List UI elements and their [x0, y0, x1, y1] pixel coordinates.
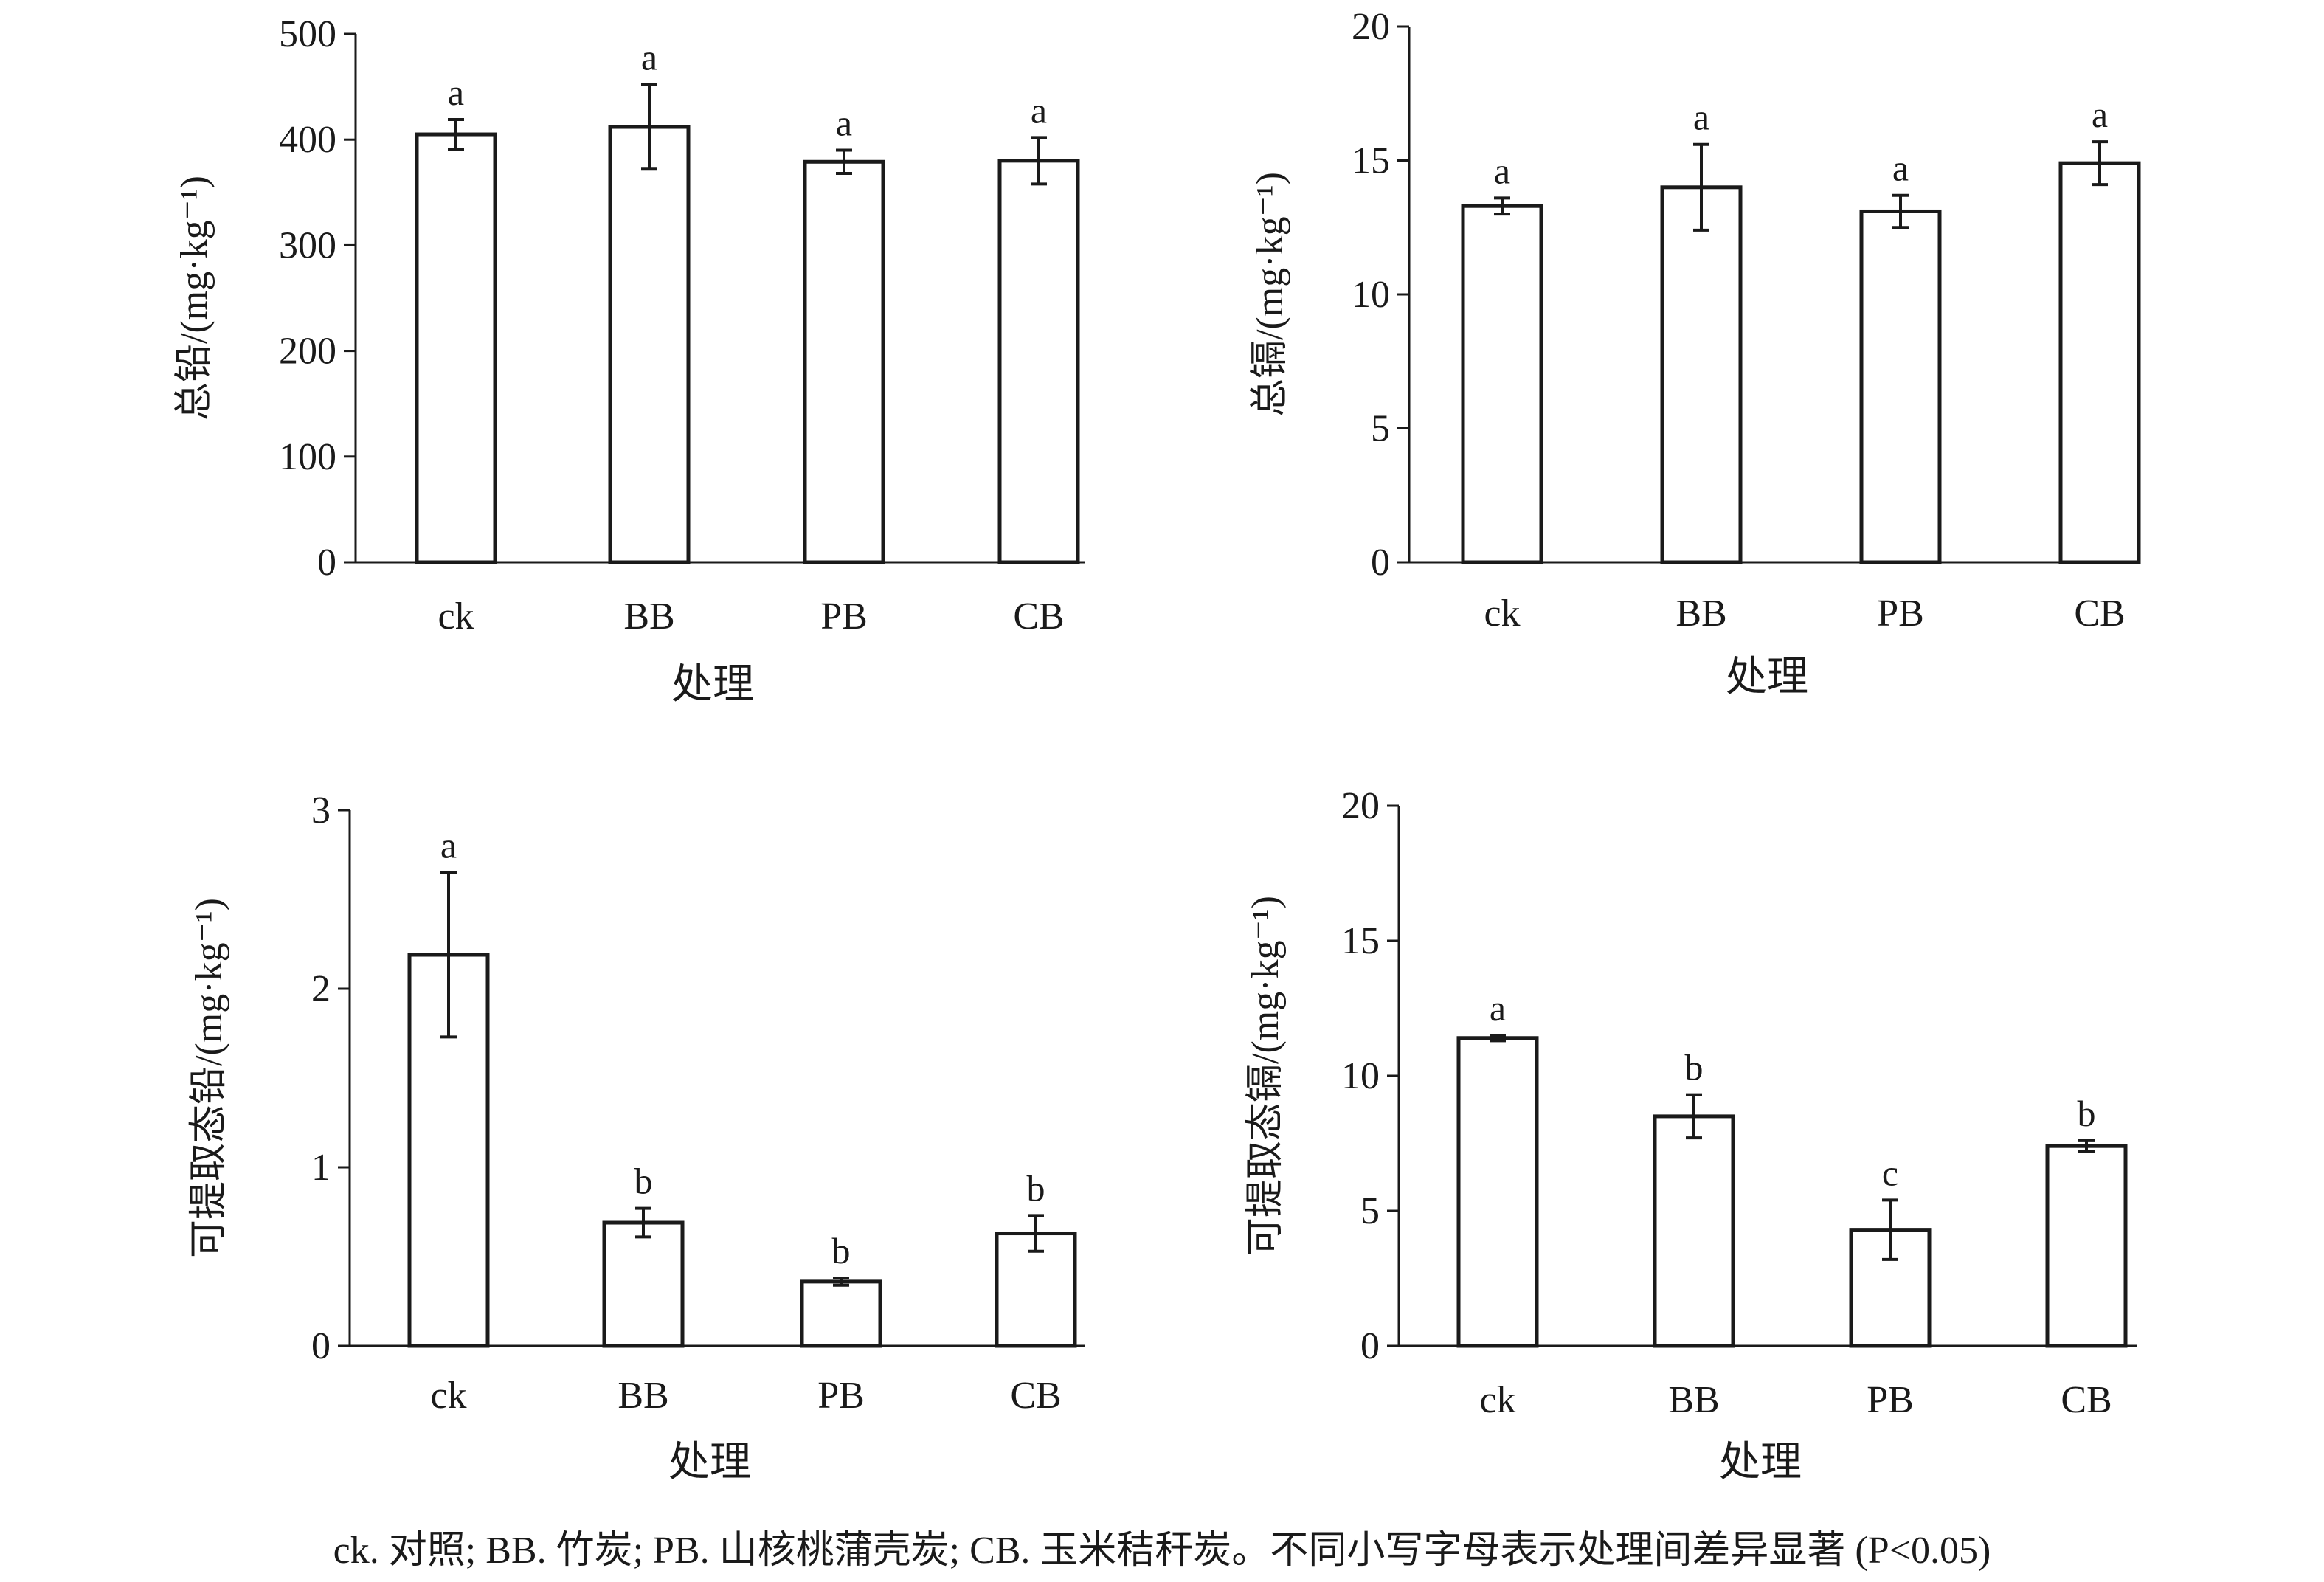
error-bar — [2092, 140, 2108, 187]
significance-letter: c — [1882, 1152, 1898, 1193]
significance-letter: a — [836, 103, 852, 144]
chart-panel-4: 0 5 10 15 20 a ck b BB c PB b CB 可提取态镉/(mg·kg⁻¹) 处理 — [1245, 785, 2137, 1485]
bar-CB — [997, 159, 1080, 564]
significance-letter: b — [2078, 1093, 2096, 1134]
significance-letter: a — [1892, 148, 1909, 189]
x-category-label: PB — [820, 595, 868, 638]
chart-panel-2: 0 5 10 15 20 a ck a BB a PB a CB 总镉/(mg·kg⁻¹) 处理 — [1249, 6, 2141, 700]
x-category-label: ck — [430, 1375, 466, 1417]
x-category-label: BB — [1668, 1379, 1719, 1421]
bar-ck — [1456, 1036, 1539, 1348]
x-category-label: BB — [623, 595, 674, 638]
error-bar — [641, 83, 657, 171]
x-category-label: BB — [618, 1375, 668, 1417]
error-bar — [1494, 196, 1510, 216]
error-bar — [2078, 1139, 2095, 1153]
significance-letter: b — [832, 1230, 851, 1271]
significance-letter: a — [2092, 94, 2108, 135]
x-category-label: ck — [438, 595, 474, 638]
y-tick-label: 400 — [279, 119, 336, 161]
x-category-label: ck — [1484, 593, 1520, 635]
y-axis-label: 总镉/(mg·kg⁻¹) — [1249, 172, 1291, 417]
chart-panel-1: 0 100 200 300 400 500 a ck a BB a PB a CB 总铅/(mg·kg⁻¹)… — [173, 13, 1085, 708]
x-axis-label: 处理 — [1726, 654, 1808, 700]
y-tick-label: 100 — [279, 436, 336, 478]
error-bar — [1693, 142, 1709, 232]
x-axis-label: 处理 — [671, 662, 754, 708]
x-axis-label: 处理 — [668, 1440, 751, 1485]
x-category-label: ck — [1479, 1379, 1515, 1421]
y-tick-label: 2 — [311, 968, 331, 1010]
bar-BB — [1660, 185, 1743, 564]
significance-letter: a — [440, 825, 457, 866]
figure-caption: ck. 对照; BB. 竹炭; PB. 山核桃蒲壳炭; CB. 玉米秸秆炭。不同… — [333, 1530, 1991, 1572]
y-axis-label: 可提取态镉/(mg·kg⁻¹) — [1245, 896, 1287, 1256]
error-bar — [1686, 1093, 1702, 1140]
significance-letter: b — [1027, 1167, 1045, 1209]
y-tick-label: 0 — [1371, 542, 1390, 584]
significance-letter: a — [1490, 987, 1506, 1029]
x-axis-label: 处理 — [1719, 1440, 1802, 1485]
error-bar — [1490, 1034, 1506, 1043]
error-bar — [836, 148, 852, 176]
y-axis-label: 总铅/(mg·kg⁻¹) — [173, 176, 215, 421]
y-tick-label: 0 — [317, 542, 336, 584]
error-bar — [833, 1277, 849, 1287]
significance-letter: a — [1031, 89, 1047, 131]
bar-BB — [1653, 1114, 1735, 1348]
x-category-label: CB — [1010, 1375, 1061, 1417]
error-bar — [448, 117, 464, 151]
bar-ck — [1461, 204, 1543, 564]
significance-letter: a — [1693, 97, 1709, 138]
y-tick-label: 15 — [1352, 140, 1390, 182]
error-bar — [1892, 193, 1909, 229]
y-axis-label: 可提取态铅/(mg·kg⁻¹) — [188, 898, 230, 1258]
y-tick-label: 5 — [1371, 408, 1390, 450]
significance-letter: b — [634, 1161, 653, 1202]
x-category-label: CB — [2061, 1379, 2112, 1421]
bar-PB — [800, 1279, 882, 1348]
x-category-label: CB — [2074, 593, 2125, 635]
y-tick-label: 3 — [311, 790, 331, 832]
error-bar — [1882, 1198, 1898, 1261]
y-tick-label: 20 — [1341, 785, 1380, 827]
x-category-label: PB — [1867, 1379, 1914, 1421]
y-tick-label: 0 — [1360, 1325, 1380, 1367]
y-tick-label: 300 — [279, 224, 336, 266]
y-tick-label: 1 — [311, 1147, 331, 1189]
bar-CB — [2045, 1144, 2128, 1348]
bar-BB — [602, 1220, 685, 1348]
y-tick-label: 10 — [1341, 1055, 1380, 1097]
significance-letter: a — [1494, 150, 1510, 191]
bar-PB — [1859, 209, 1942, 564]
error-bar — [1031, 136, 1047, 186]
error-bar — [635, 1206, 651, 1239]
error-bar — [440, 871, 457, 1039]
y-tick-label: 20 — [1352, 6, 1390, 48]
significance-letter: a — [641, 37, 657, 78]
y-tick-label: 10 — [1352, 274, 1390, 316]
chart-panel-3: 0 1 2 3 a ck b BB b PB b CB 可提取态铅/(mg·kg⁻¹) 处理 — [188, 790, 1085, 1485]
y-tick-label: 15 — [1341, 920, 1380, 962]
significance-letter: b — [1685, 1047, 1704, 1088]
x-category-label: PB — [1877, 593, 1924, 635]
significance-letter: a — [448, 72, 464, 113]
x-category-label: CB — [1013, 595, 1064, 638]
x-category-label: PB — [817, 1375, 865, 1417]
error-bar — [1028, 1214, 1044, 1253]
x-category-label: BB — [1675, 593, 1726, 635]
bar-CB — [2058, 161, 2141, 564]
bar-BB — [608, 125, 691, 564]
y-tick-label: 0 — [311, 1325, 331, 1367]
bar-ck — [415, 132, 497, 564]
y-tick-label: 200 — [279, 331, 336, 373]
y-tick-label: 500 — [279, 13, 336, 55]
y-tick-label: 5 — [1360, 1190, 1380, 1232]
bar-PB — [803, 159, 885, 564]
